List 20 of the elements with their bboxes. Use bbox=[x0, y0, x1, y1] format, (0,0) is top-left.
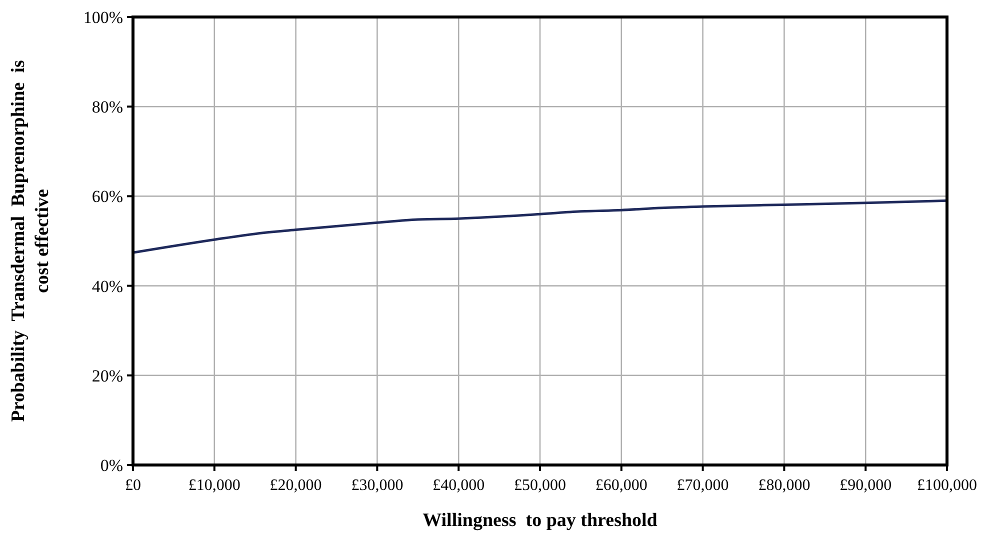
x-tick-label: £50,000 bbox=[514, 477, 566, 494]
x-tick-label: £30,000 bbox=[351, 477, 404, 494]
y-tick-label: 0% bbox=[100, 456, 123, 475]
x-tick-label: £90,000 bbox=[840, 477, 892, 494]
x-tick-label: £20,000 bbox=[270, 477, 322, 494]
x-tick-label: £60,000 bbox=[595, 477, 648, 494]
y-tick-label: 80% bbox=[92, 98, 123, 117]
y-tick-label: 60% bbox=[92, 187, 123, 206]
x-axis-title: Willingness to pay threshold bbox=[422, 510, 658, 531]
x-tick-label: £70,000 bbox=[676, 477, 729, 494]
y-axis-title: Probability Transdermal Buprenorphine is cost effective bbox=[8, 60, 53, 422]
x-tick-label: £100,000 bbox=[917, 477, 977, 494]
y-tick-label: 40% bbox=[92, 276, 123, 296]
y-tick-label: 100% bbox=[83, 8, 123, 27]
x-tick-label: £0 bbox=[125, 477, 141, 494]
line-series bbox=[132, 199, 948, 254]
x-tick-label: £10,000 bbox=[188, 477, 240, 494]
x-tick-label: £80,000 bbox=[758, 477, 810, 494]
x-tick-label: £40,000 bbox=[432, 477, 485, 494]
y-tick-label: 20% bbox=[92, 366, 123, 386]
